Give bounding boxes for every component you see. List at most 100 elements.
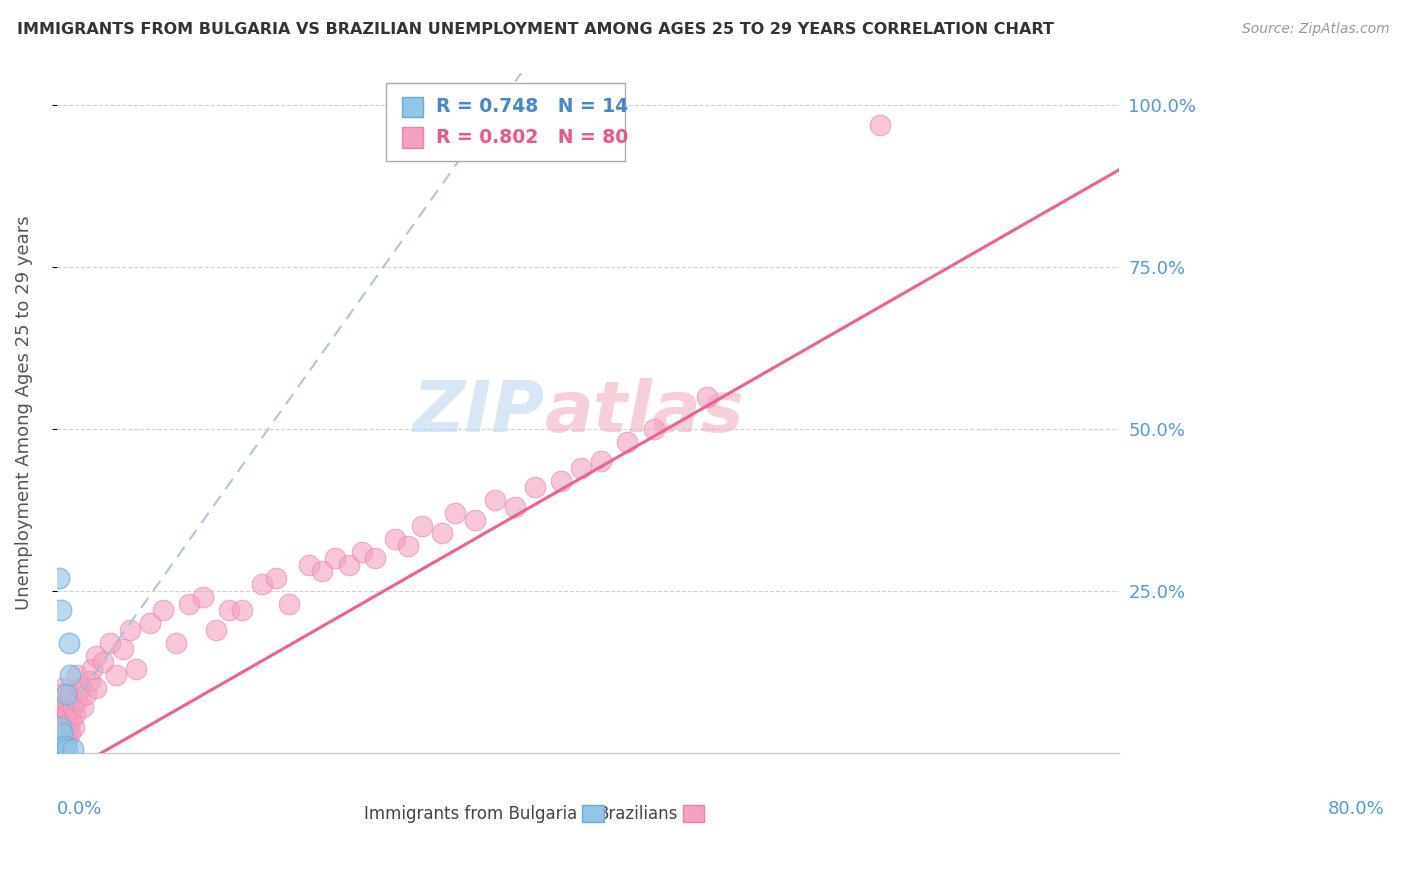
Point: [396, 539, 419, 553]
Point: [364, 551, 387, 566]
Point: [165, 635, 187, 649]
Point: [105, 668, 128, 682]
Point: [65, 694, 87, 708]
Point: [49, 720, 72, 734]
Point: [59, 668, 82, 682]
Point: [484, 493, 506, 508]
Point: [53, 732, 76, 747]
Point: [63, 720, 86, 734]
Point: [444, 506, 467, 520]
Point: [62, 742, 84, 756]
Point: [231, 603, 253, 617]
Point: [45, 720, 67, 734]
Point: [55, 687, 77, 701]
Text: ZIP: ZIP: [413, 378, 546, 447]
Point: [45, 706, 67, 721]
Point: [277, 597, 299, 611]
Point: [45, 739, 67, 754]
Y-axis label: Unemployment Among Ages 25 to 29 years: Unemployment Among Ages 25 to 29 years: [15, 216, 32, 610]
Point: [52, 714, 75, 728]
Point: [55, 726, 77, 740]
Point: [79, 674, 101, 689]
Point: [430, 525, 453, 540]
Point: [643, 422, 665, 436]
Point: [56, 706, 79, 721]
Point: [49, 603, 72, 617]
Text: 80.0%: 80.0%: [1327, 800, 1384, 818]
Point: [384, 532, 406, 546]
Point: [52, 739, 75, 754]
Point: [53, 739, 76, 754]
FancyBboxPatch shape: [582, 805, 603, 822]
Point: [46, 732, 69, 747]
Point: [111, 642, 134, 657]
Point: [869, 118, 891, 132]
Point: [69, 681, 91, 695]
Point: [49, 720, 72, 734]
Point: [52, 681, 75, 695]
Point: [86, 681, 108, 695]
Text: Brazilians: Brazilians: [598, 805, 678, 822]
Text: IMMIGRANTS FROM BULGARIA VS BRAZILIAN UNEMPLOYMENT AMONG AGES 25 TO 29 YEARS COR: IMMIGRANTS FROM BULGARIA VS BRAZILIAN UN…: [17, 22, 1053, 37]
Point: [411, 519, 433, 533]
Point: [55, 694, 77, 708]
Point: [51, 726, 73, 740]
Text: Immigrants from Bulgaria: Immigrants from Bulgaria: [364, 805, 576, 822]
Point: [205, 623, 228, 637]
Point: [550, 474, 572, 488]
Point: [45, 739, 67, 754]
Point: [51, 706, 73, 721]
Point: [59, 726, 82, 740]
Point: [218, 603, 240, 617]
Point: [58, 720, 80, 734]
Point: [53, 700, 76, 714]
Point: [46, 726, 69, 740]
Point: [98, 635, 121, 649]
Text: R = 0.802   N = 80: R = 0.802 N = 80: [436, 128, 628, 147]
Point: [60, 714, 83, 728]
Point: [75, 687, 97, 701]
Point: [58, 635, 80, 649]
Point: [86, 648, 108, 663]
Text: 0.0%: 0.0%: [56, 800, 103, 818]
Point: [138, 616, 160, 631]
Point: [118, 623, 141, 637]
Point: [191, 591, 214, 605]
FancyBboxPatch shape: [385, 83, 624, 161]
Point: [59, 687, 82, 701]
Point: [49, 687, 72, 701]
Point: [56, 732, 79, 747]
Point: [51, 726, 73, 740]
Point: [264, 571, 287, 585]
Point: [337, 558, 360, 572]
Point: [523, 480, 546, 494]
FancyBboxPatch shape: [402, 128, 423, 148]
Point: [252, 577, 274, 591]
Point: [62, 700, 84, 714]
Text: atlas: atlas: [546, 378, 745, 447]
Point: [503, 500, 526, 514]
Point: [65, 668, 87, 682]
Point: [91, 655, 114, 669]
Point: [298, 558, 321, 572]
Point: [48, 732, 70, 747]
Text: Source: ZipAtlas.com: Source: ZipAtlas.com: [1241, 22, 1389, 37]
Point: [46, 742, 69, 756]
Point: [49, 739, 72, 754]
Point: [464, 513, 486, 527]
Point: [350, 545, 373, 559]
Point: [125, 661, 148, 675]
Point: [48, 571, 70, 585]
Point: [52, 742, 75, 756]
Point: [569, 460, 592, 475]
Point: [589, 454, 612, 468]
Point: [63, 706, 86, 721]
FancyBboxPatch shape: [402, 96, 423, 117]
FancyBboxPatch shape: [683, 805, 704, 822]
Point: [46, 739, 69, 754]
Point: [45, 742, 67, 756]
Point: [179, 597, 201, 611]
Point: [152, 603, 174, 617]
Point: [311, 565, 333, 579]
Point: [325, 551, 347, 566]
